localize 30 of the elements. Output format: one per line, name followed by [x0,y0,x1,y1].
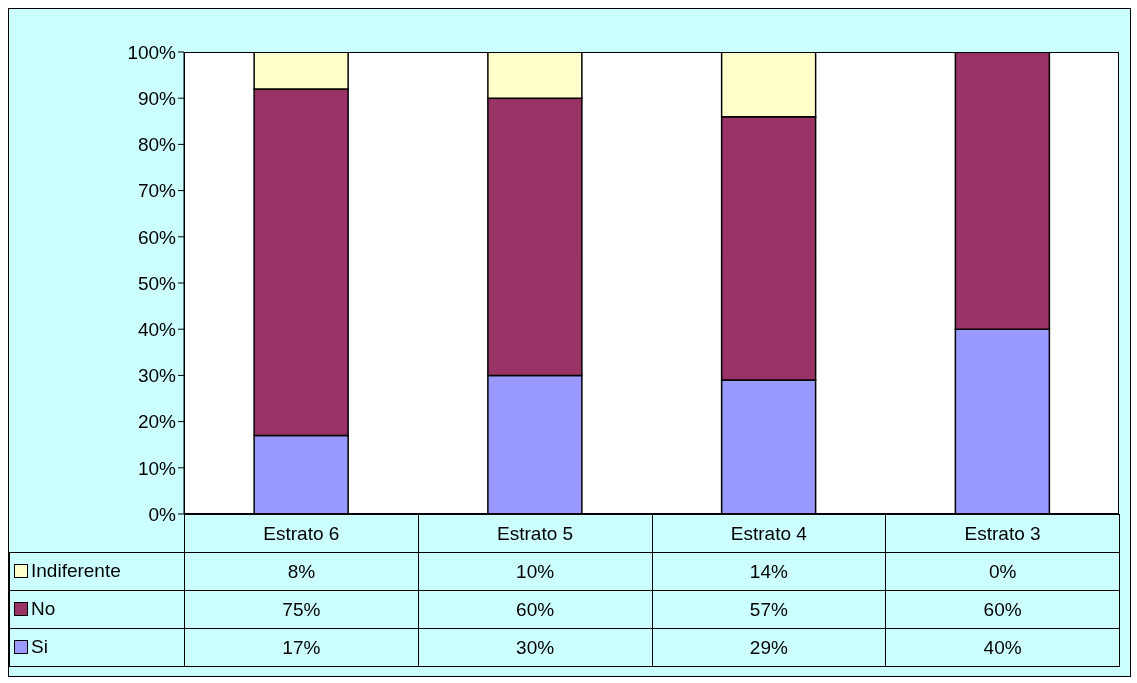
data-label: 60% [885,590,1120,629]
data-label: 40% [885,628,1120,667]
x-tick-label: Estrato 6 [184,514,419,553]
data-label: 0% [885,552,1120,591]
y-tick-label: 70% [137,180,177,202]
y-tick-label: 50% [137,272,177,294]
legend-label: No [31,598,56,620]
legend-label: Indiferente [31,560,121,582]
y-tick-label: 100% [127,41,177,63]
data-label: 29% [652,628,886,667]
x-tick-label: Estrato 3 [885,514,1120,553]
data-label: 8% [184,552,419,591]
data-label: 17% [184,628,419,667]
data-label: 14% [652,552,886,591]
y-tick-label: 40% [137,318,177,340]
x-tick-label: Estrato 5 [418,514,652,553]
y-tick-label: 20% [137,411,177,433]
y-tick-label: 10% [137,457,177,479]
data-label: 60% [418,590,652,629]
y-tick-label: 0% [148,503,177,525]
data-label: 57% [652,590,886,629]
y-tick-label: 30% [137,365,177,387]
legend-label: Si [31,636,48,658]
y-tick-label: 90% [137,87,177,109]
data-label: 10% [418,552,652,591]
y-tick-label: 80% [137,134,177,156]
y-tick-label: 60% [137,226,177,248]
x-tick-label: Estrato 4 [652,514,886,553]
data-label: 30% [418,628,652,667]
data-label: 75% [184,590,419,629]
